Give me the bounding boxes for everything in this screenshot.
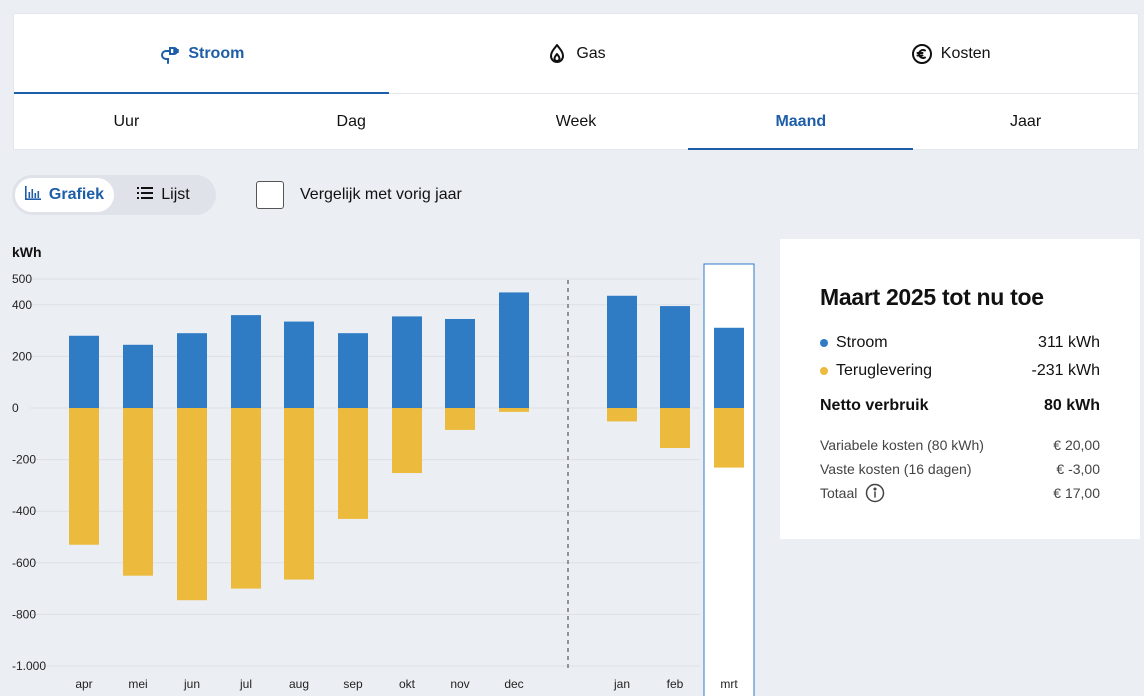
tab-maand[interactable]: Maand: [688, 94, 913, 150]
bar-stroom-dec: [499, 292, 529, 408]
tab-dag[interactable]: Dag: [336, 113, 366, 130]
energy-tabs-card: Stroom Gas Kosten Uur Dag Week Maand Jaa…: [13, 13, 1139, 150]
stroom-value: 311 kWh: [1038, 334, 1100, 351]
x-tick-label: sep: [343, 677, 363, 691]
bar-teruglevering-aug: [284, 408, 314, 580]
bar-teruglevering-jun: [177, 408, 207, 601]
variabel-label: Variabele kosten (80 kWh): [820, 437, 984, 453]
y-tick-label: -1.000: [12, 659, 46, 673]
y-tick-label: -200: [12, 453, 36, 467]
grafiek-label: Grafiek: [48, 186, 105, 203]
bar-teruglevering-sep: [338, 408, 368, 519]
bar-stroom-mrt: [714, 327, 744, 408]
bar-teruglevering-apr: [69, 408, 99, 545]
summary-variabel-row: Variabele kosten (80 kWh) € 20,00: [820, 433, 1100, 457]
totaal-label: Totaal: [820, 485, 858, 501]
y-tick-label: 400: [12, 298, 32, 312]
x-tick-label: apr: [75, 677, 92, 691]
tab-label: Stroom: [188, 44, 245, 62]
x-tick-label: aug: [289, 677, 309, 691]
tab-label: Kosten: [940, 44, 991, 62]
euro-icon: [911, 43, 933, 65]
x-tick-label: mei: [128, 677, 147, 691]
summary-netto-row: Netto verbruik 80 kWh: [820, 389, 1100, 423]
flame-icon: [546, 43, 568, 65]
plug-icon: [158, 43, 180, 65]
x-tick-label: feb: [667, 677, 684, 691]
terug-legend-dot: [820, 367, 828, 375]
bar-teruglevering-dec: [499, 408, 529, 412]
y-tick-label: -800: [12, 607, 36, 621]
y-axis-unit: kWh: [12, 244, 42, 260]
x-tick-label: jun: [183, 677, 200, 691]
bar-teruglevering-mei: [123, 408, 153, 576]
summary-terug-row: Teruglevering -231 kWh: [820, 357, 1100, 385]
compare-label: Vergelijk met vorig jaar: [300, 186, 462, 203]
netto-value: 80 kWh: [1043, 397, 1100, 414]
vast-label: Vaste kosten (16 dagen): [820, 461, 972, 477]
bar-stroom-jan: [607, 295, 637, 408]
bar-stroom-jun: [177, 333, 207, 408]
variabel-value: € 20,00: [1053, 437, 1100, 453]
bar-stroom-sep: [338, 333, 368, 408]
tab-week[interactable]: Week: [555, 113, 597, 130]
terug-value: -231 kWh: [1031, 362, 1100, 379]
tab-jaar[interactable]: Jaar: [1010, 113, 1042, 130]
y-tick-label: 0: [12, 401, 19, 415]
terug-label: Teruglevering: [836, 362, 933, 379]
x-tick-label: okt: [399, 677, 416, 691]
energy-type-tabs: Stroom Gas Kosten: [14, 14, 1138, 94]
y-tick-label: 500: [12, 272, 32, 286]
tab-kosten[interactable]: Kosten: [763, 14, 1138, 93]
bar-stroom-okt: [392, 316, 422, 408]
lijst-button[interactable]: Lijst: [114, 178, 213, 212]
bar-stroom-jul: [231, 315, 261, 408]
info-icon[interactable]: [865, 483, 885, 503]
y-tick-label: -600: [12, 556, 36, 570]
vast-value: € -3,00: [1056, 461, 1100, 477]
usage-bar-chart: kWh 500 400 200 0 -200 -400 -600 -800 -1.000 apr me…: [12, 244, 755, 696]
compare-checkbox[interactable]: [256, 181, 284, 209]
tab-label: Gas: [576, 44, 606, 62]
summary-vast-row: Vaste kosten (16 dagen) € -3,00: [820, 457, 1100, 481]
bar-teruglevering-okt: [392, 408, 422, 474]
summary-panel: Maart 2025 tot nu toe Stroom 311 kWh Ter…: [780, 239, 1140, 539]
netto-label: Netto verbruik: [820, 397, 929, 414]
period-tabs: Uur Dag Week Maand Jaar: [14, 94, 1138, 150]
bar-stroom-mei: [123, 344, 153, 408]
y-tick-label: -400: [12, 504, 36, 518]
x-tick-label: jan: [613, 677, 630, 691]
totaal-value: € 17,00: [1053, 485, 1100, 501]
x-tick-label: nov: [450, 677, 469, 691]
list-icon: [137, 186, 154, 204]
bar-stroom-feb: [660, 306, 690, 408]
x-tick-label: dec: [504, 677, 523, 691]
view-toggle: Grafiek Lijst: [12, 175, 216, 215]
bar-stroom-nov: [445, 318, 475, 408]
bar-stroom-apr: [69, 335, 99, 408]
tab-gas[interactable]: Gas: [389, 14, 764, 93]
bar-teruglevering-feb: [660, 408, 690, 448]
bar-teruglevering-mrt: [714, 408, 744, 468]
tab-uur[interactable]: Uur: [113, 113, 140, 130]
stroom-label: Stroom: [836, 334, 888, 351]
bar-teruglevering-nov: [445, 408, 475, 430]
x-tick-label: jul: [239, 677, 252, 691]
bar-chart-icon: [24, 185, 41, 205]
summary-stroom-row: Stroom 311 kWh: [820, 329, 1100, 357]
bar-stroom-aug: [284, 321, 314, 408]
lijst-label: Lijst: [161, 186, 190, 203]
grafiek-button[interactable]: Grafiek: [15, 178, 114, 212]
summary-totaal-row: Totaal € 17,00: [820, 481, 1100, 505]
y-tick-label: 200: [12, 349, 32, 363]
summary-title: Maart 2025 tot nu toe: [820, 284, 1044, 310]
tab-stroom[interactable]: Stroom: [14, 14, 389, 94]
stroom-legend-dot: [820, 339, 828, 347]
bar-teruglevering-jan: [607, 408, 637, 422]
x-tick-label: mrt: [720, 677, 738, 691]
bar-teruglevering-jul: [231, 408, 261, 589]
